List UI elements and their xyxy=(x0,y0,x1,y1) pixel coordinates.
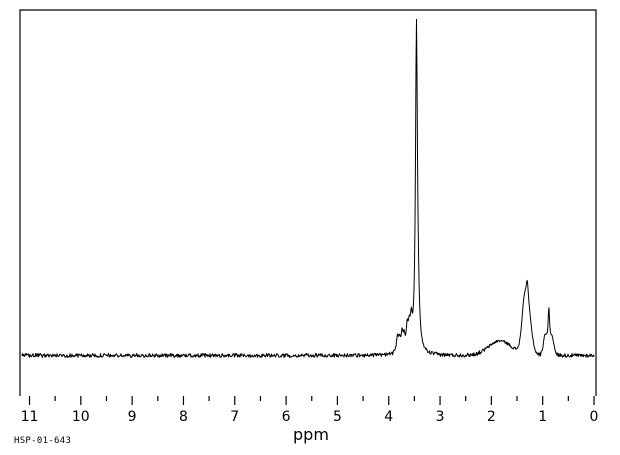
axis-tick-label: 2 xyxy=(487,409,496,425)
axis-tick-label: 11 xyxy=(21,409,39,425)
axis-tick-label: 9 xyxy=(128,409,137,425)
axis-tick-labels: 11 10 9 8 7 6 5 4 3 2 1 0 xyxy=(21,409,599,425)
spectrum-trace xyxy=(21,18,595,358)
axis-tick-marks xyxy=(28,396,595,405)
plot-frame xyxy=(19,9,597,396)
axis-tick-label: 1 xyxy=(538,409,547,425)
axis-tick-label: 3 xyxy=(436,409,445,425)
axis-tick-label: 5 xyxy=(333,409,342,425)
axis-title-ppm: ppm xyxy=(293,425,329,444)
axis-tick-label: 10 xyxy=(72,409,90,425)
axis-tick-label: 6 xyxy=(282,409,291,425)
sample-id-label: HSP-01-643 xyxy=(14,436,71,446)
axis-tick-label: 7 xyxy=(230,409,239,425)
axis-tick-label: 0 xyxy=(590,409,599,425)
axis-tick-label: 4 xyxy=(384,409,393,425)
axis-tick-label: 8 xyxy=(179,409,188,425)
